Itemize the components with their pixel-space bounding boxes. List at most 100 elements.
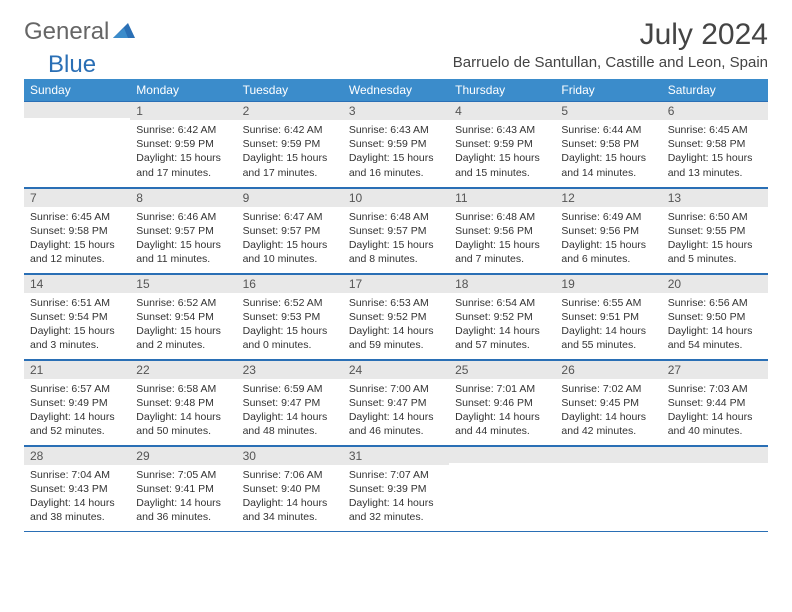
day-data: Sunrise: 7:02 AMSunset: 9:45 PMDaylight:… [555, 379, 661, 445]
day-number: 21 [24, 360, 130, 379]
logo-line2: Blue [24, 51, 96, 79]
day-data: Sunrise: 7:07 AMSunset: 9:39 PMDaylight:… [343, 465, 449, 531]
calendar-cell: 2Sunrise: 6:42 AMSunset: 9:59 PMDaylight… [237, 101, 343, 187]
header-row: General July 2024 [24, 18, 768, 52]
day-number: 1 [130, 101, 236, 120]
day-number: 6 [662, 101, 768, 120]
day-number: 31 [343, 446, 449, 465]
calendar-cell: 10Sunrise: 6:48 AMSunset: 9:57 PMDayligh… [343, 187, 449, 273]
calendar-row: 7Sunrise: 6:45 AMSunset: 9:58 PMDaylight… [24, 187, 768, 273]
location-subtitle: Barruelo de Santullan, Castille and Leon… [453, 54, 768, 71]
calendar-cell: 24Sunrise: 7:00 AMSunset: 9:47 PMDayligh… [343, 359, 449, 445]
day-number: 22 [130, 360, 236, 379]
day-data: Sunrise: 7:06 AMSunset: 9:40 PMDaylight:… [237, 465, 343, 531]
calendar-cell [662, 445, 768, 531]
calendar-cell: 15Sunrise: 6:52 AMSunset: 9:54 PMDayligh… [130, 273, 236, 359]
day-data: Sunrise: 6:57 AMSunset: 9:49 PMDaylight:… [24, 379, 130, 445]
day-number: 3 [343, 101, 449, 120]
calendar-cell: 20Sunrise: 6:56 AMSunset: 9:50 PMDayligh… [662, 273, 768, 359]
calendar-body: 1Sunrise: 6:42 AMSunset: 9:59 PMDaylight… [24, 101, 768, 531]
day-data: Sunrise: 6:48 AMSunset: 9:57 PMDaylight:… [343, 207, 449, 273]
calendar-row: 21Sunrise: 6:57 AMSunset: 9:49 PMDayligh… [24, 359, 768, 445]
day-data: Sunrise: 7:03 AMSunset: 9:44 PMDaylight:… [662, 379, 768, 445]
calendar-row: 14Sunrise: 6:51 AMSunset: 9:54 PMDayligh… [24, 273, 768, 359]
day-number: 10 [343, 188, 449, 207]
day-data: Sunrise: 7:01 AMSunset: 9:46 PMDaylight:… [449, 379, 555, 445]
day-number: 5 [555, 101, 661, 120]
calendar-cell: 14Sunrise: 6:51 AMSunset: 9:54 PMDayligh… [24, 273, 130, 359]
calendar-row: 1Sunrise: 6:42 AMSunset: 9:59 PMDaylight… [24, 101, 768, 187]
calendar-cell: 27Sunrise: 7:03 AMSunset: 9:44 PMDayligh… [662, 359, 768, 445]
calendar-cell: 22Sunrise: 6:58 AMSunset: 9:48 PMDayligh… [130, 359, 236, 445]
day-data: Sunrise: 6:56 AMSunset: 9:50 PMDaylight:… [662, 293, 768, 359]
calendar-cell: 29Sunrise: 7:05 AMSunset: 9:41 PMDayligh… [130, 445, 236, 531]
day-number: 29 [130, 446, 236, 465]
day-data: Sunrise: 6:43 AMSunset: 9:59 PMDaylight:… [343, 120, 449, 186]
weekday-header: Tuesday [237, 79, 343, 101]
day-data: Sunrise: 6:55 AMSunset: 9:51 PMDaylight:… [555, 293, 661, 359]
calendar-page: General July 2024 Blue Barruelo de Santu… [0, 0, 792, 550]
day-data: Sunrise: 6:47 AMSunset: 9:57 PMDaylight:… [237, 207, 343, 273]
day-data: Sunrise: 6:50 AMSunset: 9:55 PMDaylight:… [662, 207, 768, 273]
calendar-cell: 5Sunrise: 6:44 AMSunset: 9:58 PMDaylight… [555, 101, 661, 187]
day-data: Sunrise: 7:04 AMSunset: 9:43 PMDaylight:… [24, 465, 130, 531]
calendar-cell [449, 445, 555, 531]
logo-text-2: Blue [48, 51, 96, 79]
weekday-header: Sunday [24, 79, 130, 101]
day-number: 30 [237, 446, 343, 465]
day-number: 17 [343, 274, 449, 293]
day-number: 20 [662, 274, 768, 293]
page-title: July 2024 [640, 18, 768, 52]
day-number: 11 [449, 188, 555, 207]
day-data: Sunrise: 6:54 AMSunset: 9:52 PMDaylight:… [449, 293, 555, 359]
weekday-header: Wednesday [343, 79, 449, 101]
day-data: Sunrise: 6:45 AMSunset: 9:58 PMDaylight:… [662, 120, 768, 186]
day-number [662, 446, 768, 463]
calendar-cell: 3Sunrise: 6:43 AMSunset: 9:59 PMDaylight… [343, 101, 449, 187]
day-number: 23 [237, 360, 343, 379]
calendar-cell: 8Sunrise: 6:46 AMSunset: 9:57 PMDaylight… [130, 187, 236, 273]
day-number: 15 [130, 274, 236, 293]
day-number: 16 [237, 274, 343, 293]
calendar-cell: 18Sunrise: 6:54 AMSunset: 9:52 PMDayligh… [449, 273, 555, 359]
day-data: Sunrise: 6:52 AMSunset: 9:54 PMDaylight:… [130, 293, 236, 359]
day-number: 19 [555, 274, 661, 293]
calendar-cell: 21Sunrise: 6:57 AMSunset: 9:49 PMDayligh… [24, 359, 130, 445]
calendar-cell: 26Sunrise: 7:02 AMSunset: 9:45 PMDayligh… [555, 359, 661, 445]
calendar-cell: 1Sunrise: 6:42 AMSunset: 9:59 PMDaylight… [130, 101, 236, 187]
day-data: Sunrise: 7:05 AMSunset: 9:41 PMDaylight:… [130, 465, 236, 531]
calendar-table: Sunday Monday Tuesday Wednesday Thursday… [24, 79, 768, 532]
day-number: 4 [449, 101, 555, 120]
day-data: Sunrise: 6:42 AMSunset: 9:59 PMDaylight:… [237, 120, 343, 186]
day-data: Sunrise: 6:53 AMSunset: 9:52 PMDaylight:… [343, 293, 449, 359]
weekday-header: Saturday [662, 79, 768, 101]
day-number: 13 [662, 188, 768, 207]
day-number: 12 [555, 188, 661, 207]
calendar-cell: 25Sunrise: 7:01 AMSunset: 9:46 PMDayligh… [449, 359, 555, 445]
day-data: Sunrise: 6:48 AMSunset: 9:56 PMDaylight:… [449, 207, 555, 273]
day-number: 8 [130, 188, 236, 207]
calendar-cell: 11Sunrise: 6:48 AMSunset: 9:56 PMDayligh… [449, 187, 555, 273]
logo-triangle-icon [113, 20, 135, 38]
logo: General [24, 18, 137, 46]
day-number: 18 [449, 274, 555, 293]
day-number: 2 [237, 101, 343, 120]
weekday-header-row: Sunday Monday Tuesday Wednesday Thursday… [24, 79, 768, 101]
calendar-cell [555, 445, 661, 531]
calendar-cell: 4Sunrise: 6:43 AMSunset: 9:59 PMDaylight… [449, 101, 555, 187]
calendar-cell: 23Sunrise: 6:59 AMSunset: 9:47 PMDayligh… [237, 359, 343, 445]
logo-text-1: General [24, 18, 109, 46]
day-number: 26 [555, 360, 661, 379]
calendar-cell: 7Sunrise: 6:45 AMSunset: 9:58 PMDaylight… [24, 187, 130, 273]
day-number: 27 [662, 360, 768, 379]
calendar-cell: 6Sunrise: 6:45 AMSunset: 9:58 PMDaylight… [662, 101, 768, 187]
day-data: Sunrise: 6:59 AMSunset: 9:47 PMDaylight:… [237, 379, 343, 445]
day-data: Sunrise: 6:51 AMSunset: 9:54 PMDaylight:… [24, 293, 130, 359]
calendar-cell [24, 101, 130, 187]
calendar-cell: 30Sunrise: 7:06 AMSunset: 9:40 PMDayligh… [237, 445, 343, 531]
calendar-cell: 9Sunrise: 6:47 AMSunset: 9:57 PMDaylight… [237, 187, 343, 273]
calendar-cell: 28Sunrise: 7:04 AMSunset: 9:43 PMDayligh… [24, 445, 130, 531]
day-number [555, 446, 661, 463]
day-data: Sunrise: 6:43 AMSunset: 9:59 PMDaylight:… [449, 120, 555, 186]
calendar-row: 28Sunrise: 7:04 AMSunset: 9:43 PMDayligh… [24, 445, 768, 531]
